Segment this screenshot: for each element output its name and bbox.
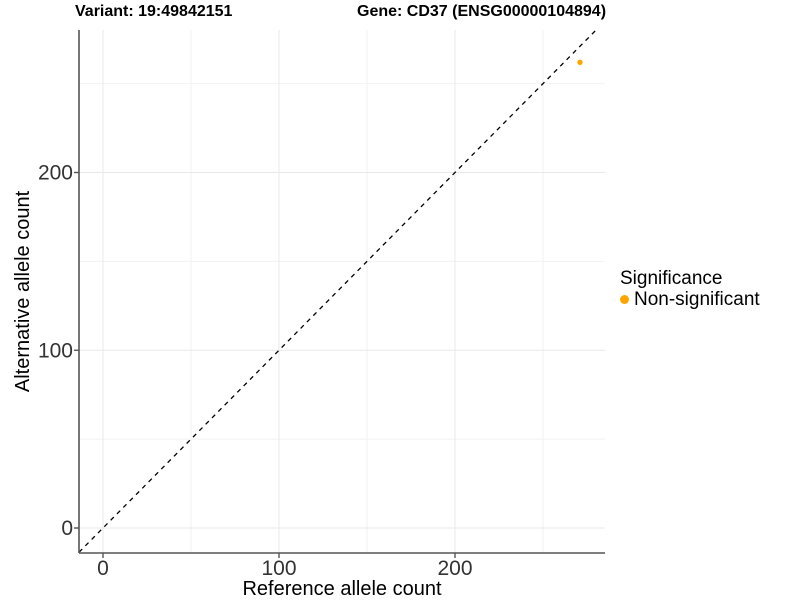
legend: Significance Non-significant [620, 268, 760, 310]
x-tick-label: 200 [437, 557, 472, 580]
legend-title: Significance [620, 268, 723, 289]
identity-dashed-line [78, 29, 597, 553]
variant-title: Variant: 19:49842151 [75, 3, 233, 20]
legend-entry-non-significant: Non-significant [620, 289, 760, 310]
y-tick-label: 0 [61, 517, 73, 540]
gene-title: Gene: CD37 (ENSG00000104894) [357, 3, 607, 20]
x-axis-title: Reference allele count [242, 578, 441, 600]
x-tick-label: 0 [97, 557, 109, 580]
x-tick-label: 100 [261, 557, 296, 580]
data-point [577, 59, 583, 65]
non-significant-point-icon [620, 295, 629, 304]
y-tick-label: 200 [38, 162, 73, 185]
legend-entry-label: Non-significant [634, 289, 760, 310]
y-axis-title: Alternative allele count [12, 190, 34, 392]
y-tick-label: 100 [38, 339, 73, 362]
